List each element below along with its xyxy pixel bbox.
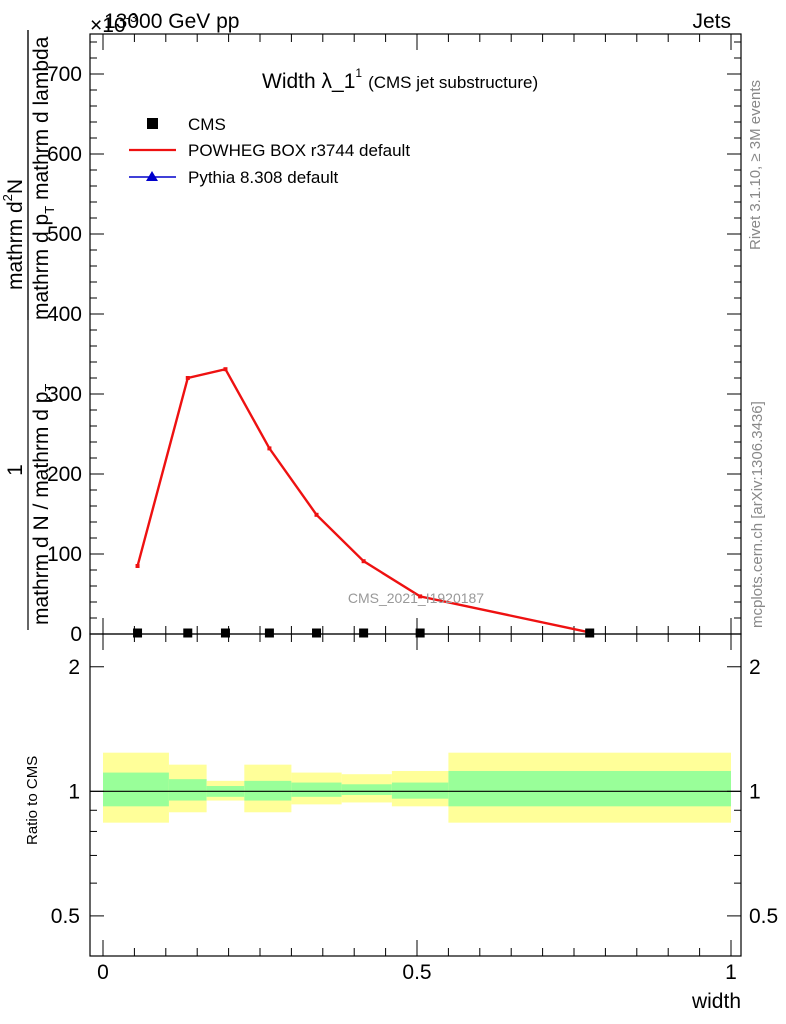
- ylabel-den-text: mathrm d N / mathrm d p: [30, 392, 53, 625]
- x-tick-label: 0: [97, 961, 109, 984]
- point-powheg: [135, 564, 140, 568]
- ylabel-frac-den-sub: T: [42, 206, 57, 214]
- point-powheg: [418, 594, 423, 599]
- ylabel-frac-den-a: mathrm d p: [30, 214, 53, 320]
- chart-title: Width λ_11 (CMS jet substructure): [262, 66, 538, 93]
- ylabel-den-sub: T: [42, 384, 57, 392]
- main-plot-ticks: 0 100 200 300 400 500 600 700: [47, 34, 741, 646]
- rivet-label: Rivet 3.1.10, ≥ 3M events: [747, 80, 764, 250]
- ylabel-denominator: mathrm d N / mathrm d pT: [30, 384, 57, 625]
- exponent-base: ×10: [90, 14, 126, 37]
- y-tick-label: 600: [47, 143, 82, 166]
- exponent-power: -3: [126, 10, 138, 25]
- legend-label-pythia: Pythia 8.308 default: [188, 168, 339, 187]
- ratio-band-inner: [244, 780, 292, 801]
- point-cms: [264, 628, 274, 638]
- point-cms: [312, 628, 322, 638]
- ratio-band-inner: [448, 770, 731, 807]
- y-axis-label-ratio: Ratio to CMS: [24, 756, 41, 845]
- ratio-band-inner: [341, 784, 392, 795]
- legend-marker-pythia: [146, 171, 158, 181]
- ratio-y-tick-label-right: 0.5: [749, 905, 778, 928]
- point-cms: [133, 628, 143, 638]
- chart-title-sub: (CMS jet substructure): [368, 73, 538, 92]
- legend: CMS POWHEG BOX r3744 default Pythia 8.30…: [129, 115, 410, 187]
- series-line-powheg: [136, 367, 590, 634]
- point-powheg: [361, 559, 366, 564]
- point-cms: [183, 628, 193, 638]
- chart-title-main: Width λ_1: [262, 70, 355, 93]
- ratio-plot-ticks: 0.5 0.5 1 1 2 2 0 0.5 1: [51, 634, 778, 984]
- ratio-bands: [90, 752, 741, 823]
- point-cms: [220, 628, 230, 638]
- ylabel-frac-den-b: mathrm d lambda: [30, 36, 53, 206]
- y-tick-label: 500: [47, 223, 82, 246]
- main-plot-series: [133, 367, 595, 638]
- point-powheg: [185, 376, 190, 380]
- ylabel-frac-num-a: mathrm d: [4, 201, 27, 290]
- ratio-y-tick-label-left: 2: [68, 656, 80, 679]
- x-tick-label: 1: [725, 961, 737, 984]
- ylabel-frac-num-sup: 2: [0, 194, 15, 201]
- y-tick-label: 100: [47, 543, 82, 566]
- legend-label-cms: CMS: [188, 115, 226, 134]
- legend-marker-cms: [147, 118, 158, 129]
- point-cms: [415, 628, 425, 638]
- x-axis-label: width: [691, 990, 741, 1013]
- x-tick-label: 0.5: [402, 961, 431, 984]
- y-tick-label: 700: [47, 63, 82, 86]
- ratio-band-inner: [103, 772, 169, 807]
- ratio-y-tick-label-right: 1: [749, 780, 761, 803]
- mcplots-label: mcplots.cern.ch [arXiv:1306.3436]: [749, 401, 766, 628]
- ylabel-frac-den: mathrm d pT mathrm d lambda: [30, 36, 57, 320]
- ratio-y-tick-label-left: 1: [68, 780, 80, 803]
- y-axis-label-main: 1 mathrm d N / mathrm d pT mathrm d2N ma…: [0, 30, 57, 630]
- point-cms: [359, 628, 369, 638]
- exponent-label: ×10-3: [90, 10, 137, 37]
- header-right: Jets: [692, 10, 731, 33]
- ratio-band-inner: [168, 779, 207, 801]
- ylabel-frac-num: mathrm d2N: [0, 179, 27, 290]
- ylabel-numerator: 1: [4, 464, 27, 476]
- ratio-y-tick-label-right: 2: [749, 656, 761, 679]
- analysis-watermark: CMS_2021_I1920187: [348, 590, 484, 606]
- point-powheg: [267, 446, 272, 451]
- point-powheg: [314, 512, 319, 517]
- point-cms: [585, 628, 595, 638]
- ratio-band-inner: [291, 782, 342, 797]
- header-left: 13000 GeV pp: [104, 10, 239, 33]
- y-tick-label: 300: [47, 383, 82, 406]
- ratio-plot-frame: [89, 633, 742, 957]
- ratio-y-tick-label-left: 0.5: [51, 905, 80, 928]
- point-powheg: [223, 367, 228, 372]
- ratio-band-inner: [391, 782, 449, 799]
- y-tick-label: 0: [70, 623, 82, 646]
- legend-label-powheg: POWHEG BOX r3744 default: [188, 141, 410, 160]
- y-tick-label: 400: [47, 303, 82, 326]
- chart-title-sup: 1: [355, 66, 362, 80]
- y-tick-label: 200: [47, 463, 82, 486]
- ylabel-frac-num-b: N: [4, 179, 27, 194]
